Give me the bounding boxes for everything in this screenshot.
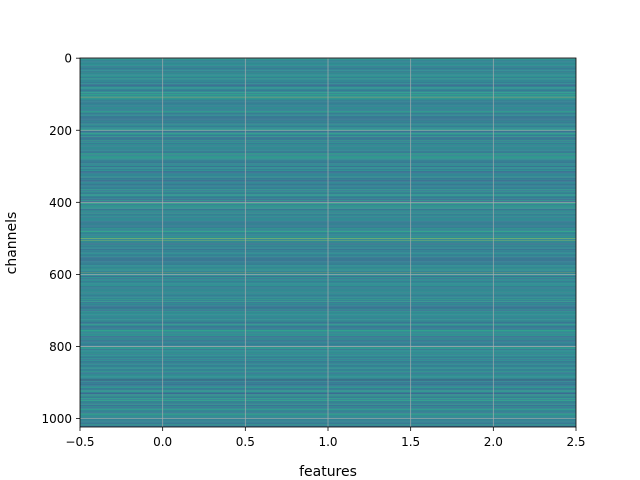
y-axis-label: channels xyxy=(4,212,20,275)
x-axis-label: features xyxy=(299,464,357,480)
x-axis: −0.5 0.0 0.5 1.0 1.5 2.0 2.5 xyxy=(65,427,586,449)
x-tick-label: 1.0 xyxy=(318,435,337,449)
x-tick-label: 1.5 xyxy=(401,435,420,449)
y-axis: 0 200 400 600 800 1000 xyxy=(41,52,80,426)
x-tick-label: 0.0 xyxy=(153,435,172,449)
y-tick-label: 800 xyxy=(49,340,72,354)
y-tick-label: 400 xyxy=(49,196,72,210)
x-tick-label: −0.5 xyxy=(65,435,94,449)
y-tick-label: 1000 xyxy=(41,412,72,426)
x-tick-label: 2.5 xyxy=(566,435,585,449)
y-tick-label: 200 xyxy=(49,124,72,138)
y-tick-label: 600 xyxy=(49,268,72,282)
y-tick-label: 0 xyxy=(64,52,72,66)
x-tick-label: 0.5 xyxy=(236,435,255,449)
x-tick-label: 2.0 xyxy=(484,435,503,449)
